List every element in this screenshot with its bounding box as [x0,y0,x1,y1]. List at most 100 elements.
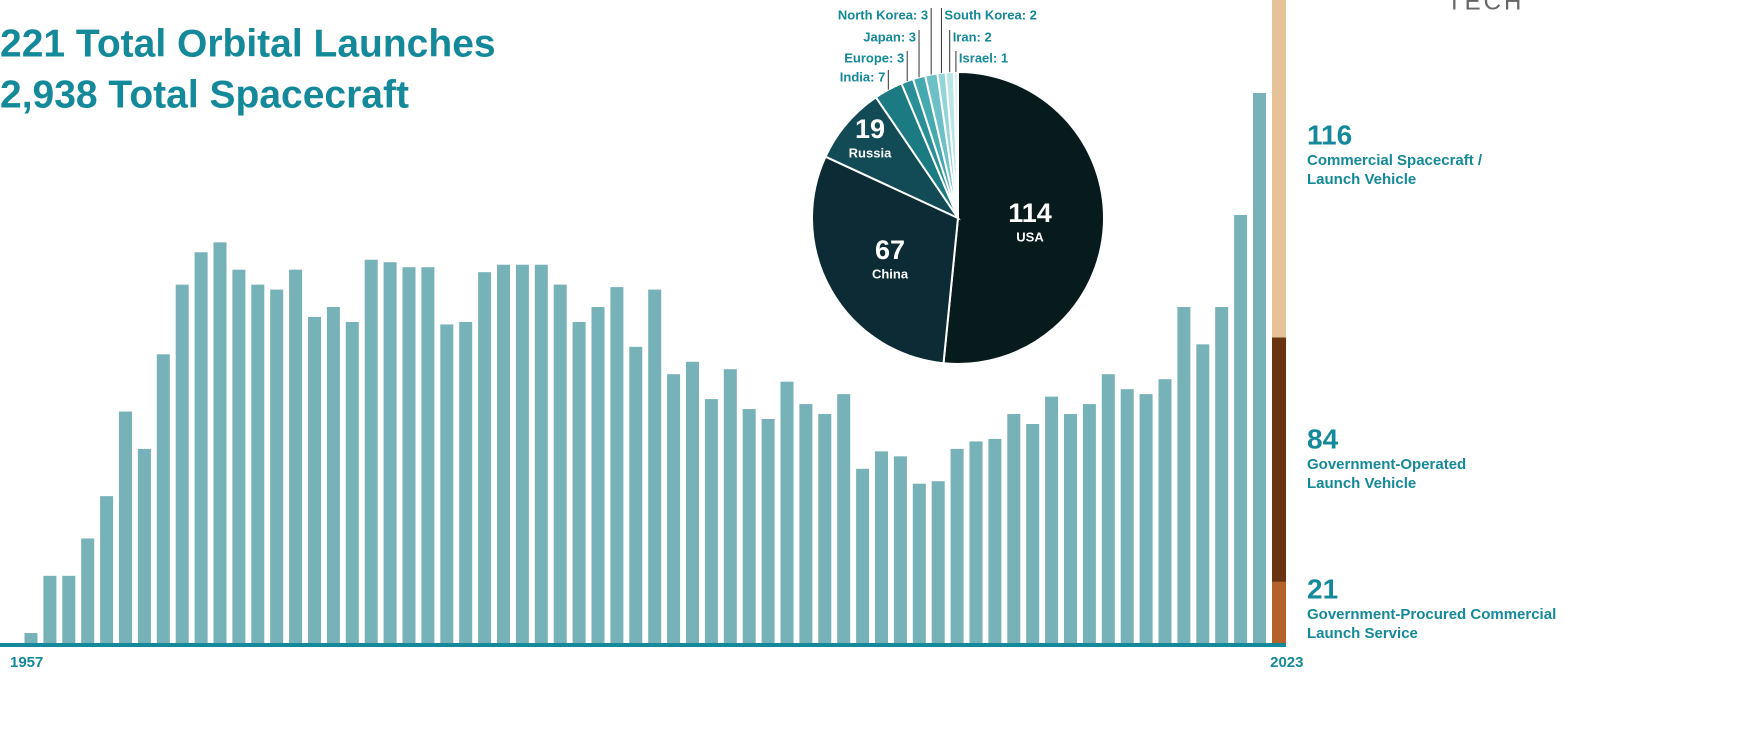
bar [497,264,510,643]
bar [1007,414,1021,643]
bar [345,321,359,643]
bar [478,272,492,643]
stack-segment [1272,581,1286,643]
bar [988,438,1002,643]
segment-name: Government-Operated [1307,456,1466,473]
bar [1045,396,1059,643]
bar [402,267,416,643]
bar [1064,414,1077,643]
pie-slice [952,70,959,219]
pie-slice [942,70,1105,365]
bar [308,316,321,643]
bar [213,242,227,643]
stack-segment [1272,0,1286,338]
segment-name: Commercial Spacecraft / [1307,152,1483,169]
bar [251,284,265,643]
bar [515,264,529,643]
segment-name: Government-Procured Commercial [1307,606,1556,623]
segment-name: Launch Vehicle [1307,475,1416,492]
bar [667,374,681,643]
bar [62,575,76,643]
bar [232,269,246,643]
bar [799,404,813,643]
bar [931,481,945,643]
slice-label: Europe: 3 [844,50,904,65]
bar [534,264,548,643]
bar [289,269,303,643]
bar [1026,423,1040,643]
bar [648,289,662,643]
bar [1120,389,1134,643]
bar [1196,344,1210,643]
bar [364,259,378,643]
bar [780,381,794,643]
bar [818,414,832,643]
bar [1234,214,1248,644]
bar [1082,404,1096,643]
bar [326,307,340,643]
bar [893,456,907,643]
segment-value: 21 [1307,573,1338,604]
bar [591,307,605,643]
slice-label: Japan: 3 [863,29,916,44]
segment-name: Launch Vehicle [1307,171,1416,188]
headline: 221 Total Orbital Launches [0,22,496,65]
bar [1101,374,1115,643]
bar [969,441,983,643]
slice-label: South Korea: 2 [944,7,1036,22]
stack-segment [1272,337,1286,582]
slice-label: India: 7 [840,69,886,84]
bar [1158,379,1172,643]
bar [81,538,95,643]
bar [119,411,132,643]
slice-value: 114 [1008,198,1052,228]
bar [875,451,888,643]
bar [837,394,851,643]
slice-label: North Korea: 3 [838,7,928,22]
slice-value: 67 [875,235,905,265]
segment-value: 116 [1307,119,1352,150]
bar [856,468,870,643]
bar [1139,394,1153,643]
x-tick-label: 1957 [10,654,43,671]
bar [175,284,189,643]
bar [100,496,114,643]
bar [704,399,718,643]
baseline [0,643,1286,647]
slice-name: Russia [849,145,892,160]
bar [572,321,586,643]
bar [1177,307,1191,643]
bar [742,409,756,643]
bar [459,321,473,643]
bar [912,483,926,643]
bar [553,284,567,643]
bar [440,324,454,643]
bar [1215,307,1229,643]
logo: TECH [1447,0,1524,15]
slice-label: Israel: 1 [959,50,1008,65]
bar [1253,93,1266,643]
slice-name: China [872,266,909,281]
bar [610,287,624,643]
bar [950,448,964,643]
pie-slice [811,155,960,365]
slice-value: 19 [855,114,885,144]
bar [686,361,699,643]
headline: 2,938 Total Spacecraft [0,73,409,116]
bar [194,252,208,644]
bar [137,448,151,643]
bar [270,289,284,643]
bar [723,369,737,643]
bar [24,633,38,643]
bar [629,346,643,643]
x-tick-label: 2023 [1270,654,1303,671]
bar [421,267,435,643]
bar [383,262,397,643]
bar [43,575,57,643]
slice-name: USA [1016,229,1044,244]
bar [156,354,170,643]
segment-name: Launch Service [1307,625,1418,642]
slice-label: Iran: 2 [953,29,992,44]
bar [761,419,775,643]
